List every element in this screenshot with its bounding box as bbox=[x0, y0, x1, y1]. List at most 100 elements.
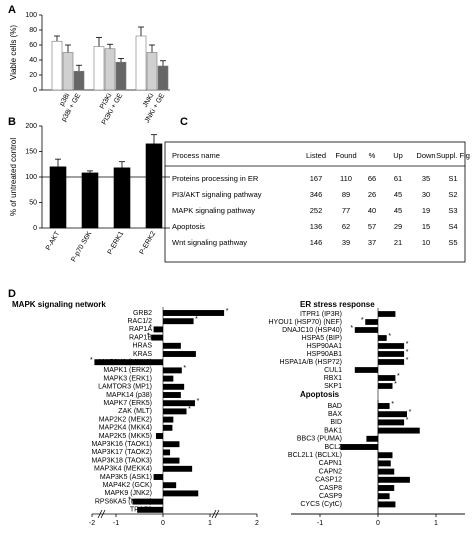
category-label: MAP3K16 (TAOK1) bbox=[91, 441, 152, 448]
significance-label: * bbox=[90, 357, 93, 364]
category-label: MAP4K2 (GCK) bbox=[103, 482, 152, 489]
bar bbox=[163, 392, 181, 398]
table-cell: S3 bbox=[448, 206, 457, 215]
significance-label: * bbox=[128, 496, 131, 503]
bar bbox=[49, 166, 67, 229]
x-tick-label: P-ERK2 bbox=[139, 230, 158, 255]
bar bbox=[378, 419, 405, 426]
category-label: HSP90AB1 bbox=[307, 351, 343, 358]
category-label: HYOU1 (HSP70) (NEF) bbox=[268, 319, 342, 326]
bar bbox=[163, 400, 195, 407]
bar bbox=[113, 167, 131, 229]
bar bbox=[93, 46, 105, 91]
bar bbox=[340, 444, 378, 450]
bar bbox=[378, 485, 395, 491]
x-tick-label: 1 bbox=[434, 520, 438, 527]
x-tick-label: P-AKT bbox=[45, 230, 62, 252]
x-tick-label: P-p70 S6K bbox=[70, 230, 93, 263]
significance-label: * bbox=[406, 349, 409, 356]
table-cell: Apoptosis bbox=[172, 222, 205, 231]
x-tick-label: 0 bbox=[376, 520, 380, 527]
bar bbox=[135, 35, 147, 91]
bar bbox=[378, 460, 391, 467]
bar bbox=[163, 351, 196, 357]
category-label: RAP1B bbox=[129, 334, 152, 341]
category-label: MAPK14 (p38) bbox=[106, 392, 152, 399]
y-tick-label: 0 bbox=[33, 87, 37, 94]
category-label: CUL1 bbox=[324, 367, 342, 374]
y-tick-label: 200 bbox=[25, 123, 37, 130]
table-cell: 15 bbox=[422, 222, 430, 231]
category-label: MAP3K4 (MEKK4) bbox=[94, 466, 152, 473]
table-cell: MAPK signaling pathway bbox=[172, 206, 255, 215]
significance-label: * bbox=[394, 381, 397, 388]
category-label: SKP1 bbox=[324, 383, 342, 390]
significance-label: * bbox=[397, 373, 400, 380]
panel-label: C bbox=[180, 116, 188, 128]
table-cell: 35 bbox=[422, 174, 430, 183]
chart-title: ER stress response bbox=[300, 300, 375, 309]
bar bbox=[378, 335, 387, 341]
significance-label: * bbox=[361, 317, 364, 324]
category-label: DNAJC10 (HSP40) bbox=[282, 327, 342, 334]
table-cell: S5 bbox=[448, 238, 457, 247]
bar bbox=[163, 375, 174, 382]
x-tick-label: 2 bbox=[255, 520, 259, 527]
bar bbox=[378, 383, 393, 389]
table-cell: 62 bbox=[342, 222, 350, 231]
y-tick-label: 50 bbox=[29, 199, 37, 206]
category-label: HSPA1A/B (HSP72) bbox=[279, 359, 342, 366]
bar bbox=[378, 468, 395, 475]
y-tick-label: 0 bbox=[33, 225, 37, 232]
bar bbox=[153, 326, 163, 333]
x-tick-label: 1 bbox=[208, 520, 212, 527]
table-cell: 26 bbox=[368, 190, 376, 199]
table-cell: 110 bbox=[340, 174, 352, 183]
x-tick-label: 0 bbox=[161, 520, 165, 527]
table-cell: 19 bbox=[422, 206, 430, 215]
y-tick-label: 40 bbox=[29, 57, 37, 64]
bar bbox=[378, 375, 396, 381]
bar bbox=[163, 449, 171, 456]
category-label: BAK1 bbox=[324, 427, 342, 434]
significance-label: * bbox=[391, 401, 394, 408]
y-tick-label: 20 bbox=[29, 72, 37, 79]
category-label: CAPN2 bbox=[319, 468, 342, 475]
category-label: LAMTOR3 (MP1) bbox=[98, 384, 152, 391]
table-header: Down bbox=[416, 151, 435, 160]
table-cell: S2 bbox=[448, 190, 457, 199]
category-label: CASP12 bbox=[315, 477, 342, 484]
bar bbox=[73, 70, 85, 91]
bar bbox=[163, 408, 187, 415]
bar bbox=[62, 52, 74, 91]
table-cell: 167 bbox=[310, 174, 323, 183]
category-label: HSP90AA1 bbox=[307, 343, 343, 350]
panel-label: B bbox=[8, 116, 16, 128]
table-cell: 66 bbox=[368, 174, 376, 183]
panel-label: A bbox=[8, 4, 16, 16]
table-cell: PI3/AKT signaling pathway bbox=[172, 190, 262, 199]
bar bbox=[155, 433, 163, 439]
category-label: BID bbox=[330, 419, 342, 426]
y-tick-label: 100 bbox=[25, 12, 37, 19]
table-header: Suppl. Fig bbox=[436, 151, 470, 160]
category-label: KRAS bbox=[133, 351, 152, 358]
bar bbox=[163, 490, 199, 497]
bar bbox=[104, 48, 116, 91]
bar bbox=[378, 411, 407, 418]
table-cell: 10 bbox=[422, 238, 430, 247]
bar bbox=[163, 416, 174, 423]
category-label: CASP8 bbox=[319, 485, 342, 492]
bar bbox=[163, 310, 225, 316]
category-label: MAP2K5 (MKK5) bbox=[99, 433, 152, 440]
bar bbox=[163, 342, 181, 349]
bar bbox=[115, 61, 127, 91]
bar bbox=[163, 482, 177, 489]
table-cell: 136 bbox=[310, 222, 323, 231]
table-cell: 21 bbox=[394, 238, 402, 247]
table-cell: 252 bbox=[310, 206, 323, 215]
bar bbox=[378, 403, 390, 409]
table-header: Up bbox=[393, 151, 403, 160]
category-label: CYCS (CytC) bbox=[300, 501, 342, 508]
